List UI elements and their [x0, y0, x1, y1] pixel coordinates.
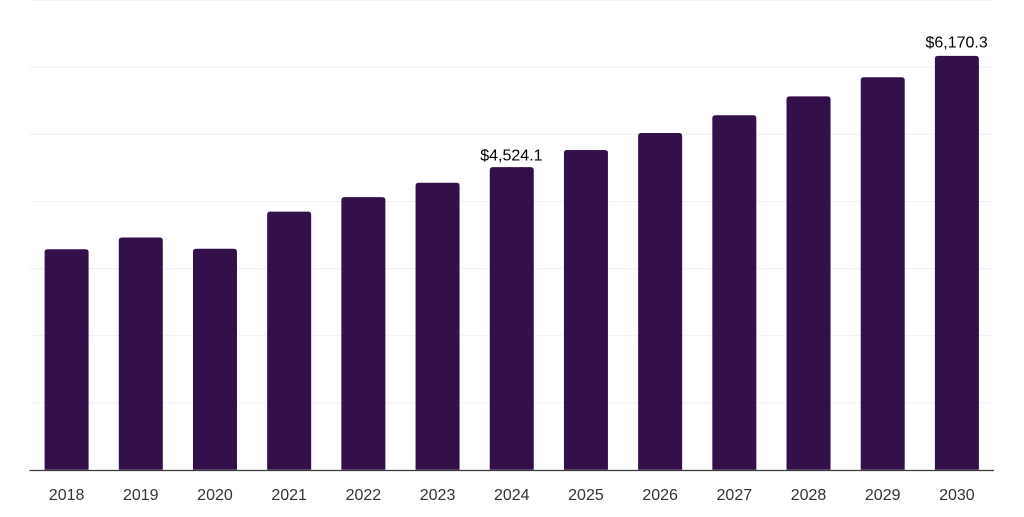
svg-text:2026: 2026: [642, 487, 678, 504]
svg-text:2020: 2020: [197, 487, 233, 504]
svg-text:2024: 2024: [494, 487, 530, 504]
svg-text:$6,170.3: $6,170.3: [925, 35, 987, 52]
svg-text:2018: 2018: [49, 487, 85, 504]
svg-text:2021: 2021: [271, 487, 307, 504]
svg-text:2023: 2023: [420, 487, 456, 504]
svg-text:2028: 2028: [791, 487, 827, 504]
svg-text:2019: 2019: [123, 487, 159, 504]
svg-text:2027: 2027: [717, 487, 753, 504]
svg-text:2022: 2022: [346, 487, 382, 504]
svg-text:2030: 2030: [939, 487, 975, 504]
svg-text:2025: 2025: [568, 487, 604, 504]
svg-text:$4,524.1: $4,524.1: [480, 148, 542, 165]
svg-text:2029: 2029: [865, 487, 901, 504]
